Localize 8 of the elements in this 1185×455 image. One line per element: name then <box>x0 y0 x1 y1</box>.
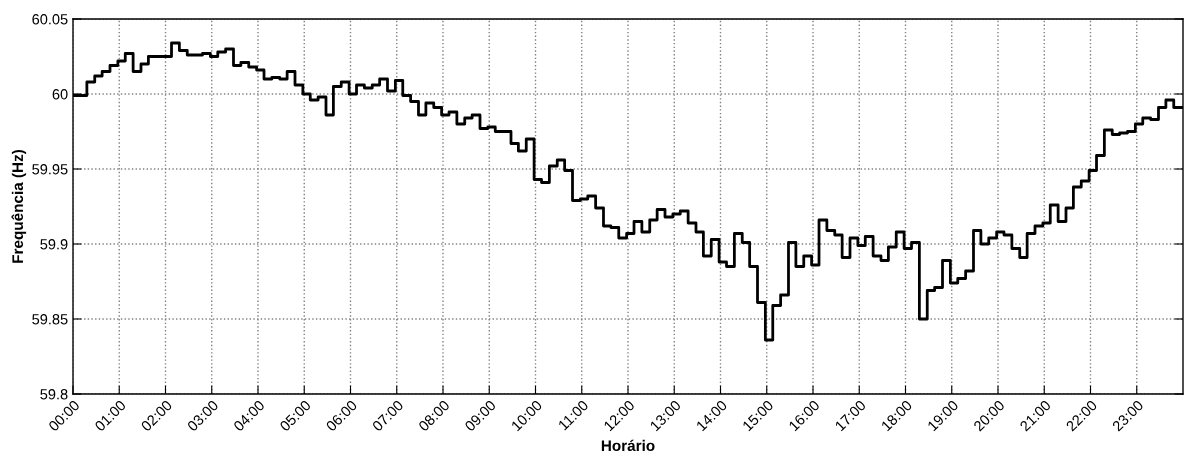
x-axis-title: Horário <box>601 439 655 452</box>
y-tick-label: 59.8 <box>40 389 68 400</box>
y-tick-label: 60.05 <box>32 14 68 25</box>
y-axis-title: Frequência (Hz) <box>11 149 27 263</box>
y-tick-label: 59.95 <box>32 164 68 175</box>
y-tick-label: 59.85 <box>32 314 68 325</box>
y-tick-label: 59.9 <box>40 239 68 250</box>
y-tick-label: 60 <box>52 89 68 100</box>
